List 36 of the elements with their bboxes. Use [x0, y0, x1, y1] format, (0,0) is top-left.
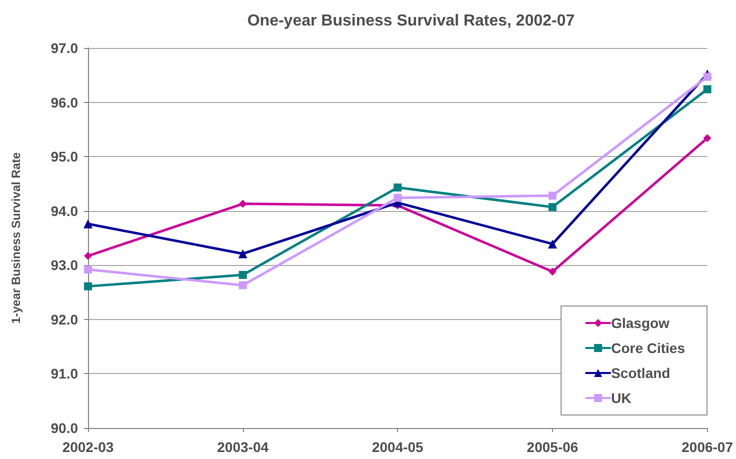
- y-tick-label: 92.0: [50, 311, 78, 328]
- point: [84, 282, 92, 290]
- chart-title: One-year Business Survival Rates, 2002-07: [247, 12, 575, 30]
- point: [238, 281, 247, 290]
- point: [238, 270, 247, 279]
- y-tick-label: 91.0: [50, 366, 78, 382]
- point: [84, 265, 92, 274]
- y-tick-label: 90.0: [50, 420, 78, 436]
- point: [703, 72, 712, 81]
- point: [238, 249, 248, 258]
- x-tick-label: 2004-05: [372, 439, 424, 455]
- point: [548, 268, 556, 276]
- y-tick-label: 95.0: [50, 148, 78, 165]
- legend-label: Scotland: [611, 365, 670, 381]
- point: [84, 219, 92, 228]
- point: [394, 194, 402, 202]
- y-tick-label: 94.0: [50, 202, 78, 219]
- y-tick-label: 97.0: [50, 40, 78, 56]
- point: [394, 184, 402, 192]
- x-tick-label: 2003-04: [217, 439, 269, 455]
- point: [548, 192, 556, 200]
- point: [703, 85, 712, 94]
- point: [548, 239, 557, 248]
- y-tick-label: 93.0: [50, 257, 78, 274]
- y-tick-label: 96.0: [50, 94, 78, 110]
- x-tick-label: 2005-06: [526, 439, 578, 455]
- y-axis-title: 1-year Business Survival Rate: [9, 152, 23, 324]
- legend-label: Core Cities: [611, 340, 686, 356]
- x-tick-label: 2002-03: [62, 439, 114, 455]
- legend-label: Glasgow: [611, 315, 670, 331]
- legend-label: UK: [611, 390, 632, 406]
- point: [238, 200, 247, 208]
- point: [84, 252, 92, 260]
- point: [703, 134, 712, 142]
- point: [548, 203, 556, 212]
- x-tick-label: 2006-07: [682, 439, 734, 455]
